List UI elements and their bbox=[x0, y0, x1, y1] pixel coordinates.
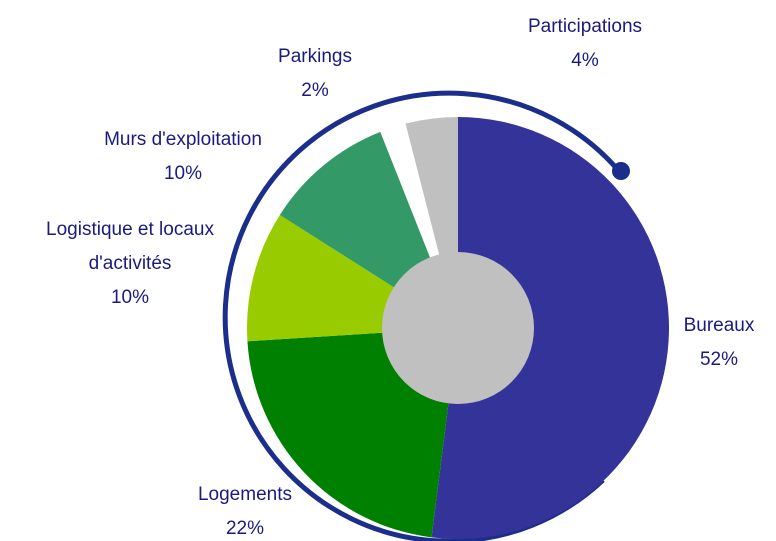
category-label: Logements bbox=[197, 484, 292, 505]
pie-slice bbox=[431, 117, 669, 539]
decor-dot bbox=[612, 162, 630, 180]
value-label: 52% bbox=[699, 349, 739, 370]
value-label: 4% bbox=[571, 50, 599, 71]
category-label: Murs d'exploitation bbox=[104, 129, 262, 150]
decor-arc bbox=[222, 90, 622, 541]
slice-label: Participations 4% bbox=[485, 10, 685, 78]
category-label: Bureaux bbox=[683, 315, 755, 336]
slice-label: Bureaux 52% bbox=[659, 309, 776, 377]
category-label: Logistique et locaux d'activités bbox=[46, 219, 214, 274]
slice-label: Murs d'exploitation 10% bbox=[68, 123, 298, 191]
donut-hole bbox=[382, 252, 534, 404]
slice-label: Logistique et locaux d'activités 10% bbox=[5, 213, 255, 315]
value-label: 2% bbox=[301, 80, 329, 101]
value-label: 10% bbox=[110, 287, 150, 308]
category-label: Participations bbox=[527, 16, 643, 37]
value-label: 10% bbox=[163, 163, 203, 184]
value-label: 22% bbox=[225, 518, 265, 539]
slice-label: Parkings 2% bbox=[255, 40, 375, 108]
slice-label: Logements 22% bbox=[165, 478, 325, 541]
category-label: Parkings bbox=[278, 46, 352, 67]
